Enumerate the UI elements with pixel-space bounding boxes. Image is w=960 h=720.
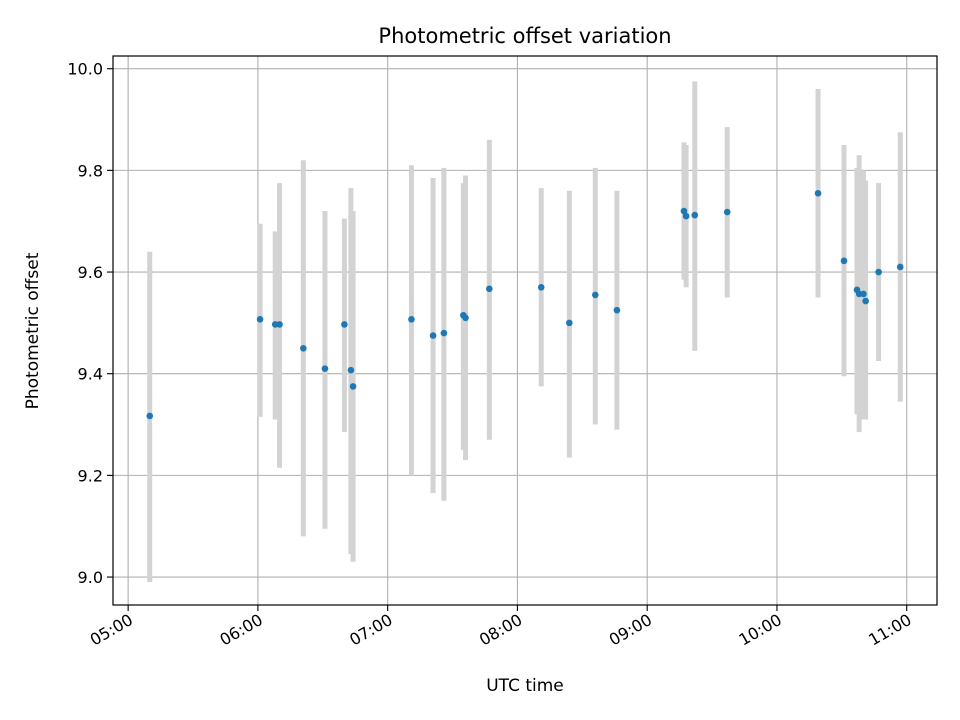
data-point [408,316,415,323]
data-point [862,297,869,305]
data-point [613,306,621,314]
data-point [429,332,437,339]
data-point [691,211,699,219]
y-tick-label: 10.0 [67,60,103,79]
data-point [276,321,283,328]
data-point [814,189,822,197]
plot-frame [112,55,938,606]
data-point [462,314,469,322]
data-point [256,316,264,323]
data-points [146,189,904,420]
data-point [347,366,355,374]
y-tick-label: 9.2 [78,466,103,485]
data-point [680,207,688,215]
y-axis: 9.0 9.2 9.4 9.6 9.8 10.0 [67,60,113,587]
data-point [146,412,154,420]
y-tick-label: 9.6 [78,263,103,282]
data-point [875,268,882,276]
data-point [537,283,545,291]
data-point [566,319,573,327]
data-point [321,365,329,372]
chart-title: Photometric offset variation [378,24,671,48]
y-tick-label: 9.8 [78,161,103,180]
y-tick-label: 9.4 [78,365,103,384]
data-point [341,321,348,328]
x-axis-label: UTC time [486,676,564,696]
data-point [723,208,731,216]
data-point [840,257,848,265]
data-point [591,291,599,299]
data-point [440,329,448,337]
data-point [682,212,690,220]
y-tick-label: 9.0 [78,568,103,587]
data-point [860,290,867,298]
data-point [486,285,493,293]
y-axis-label: Photometric offset [23,252,43,409]
data-point [300,344,307,352]
data-point [896,263,904,271]
data-point [349,383,357,390]
